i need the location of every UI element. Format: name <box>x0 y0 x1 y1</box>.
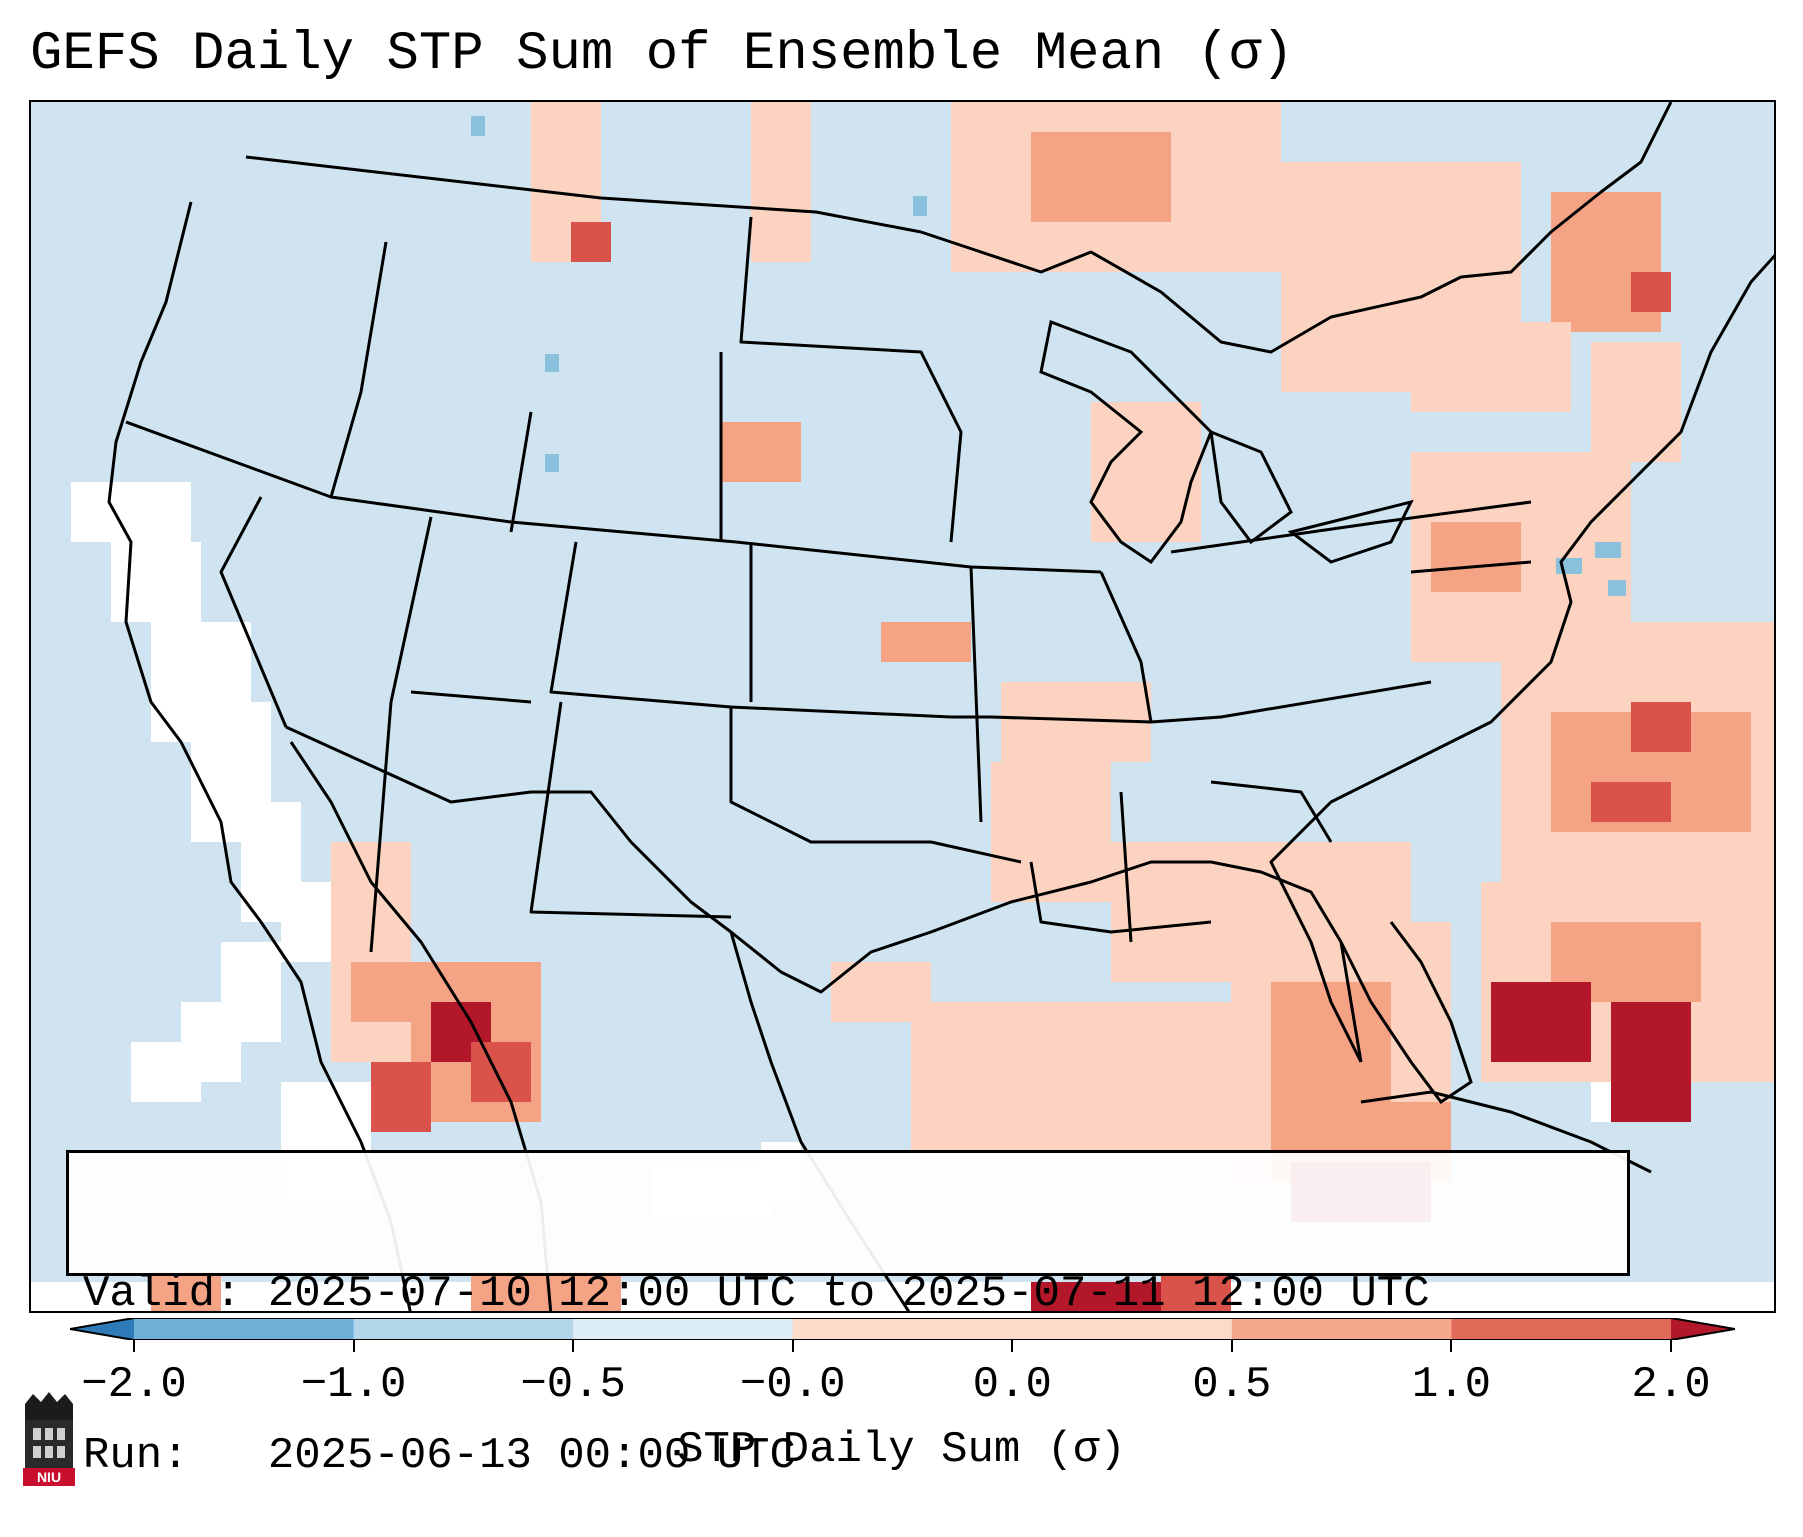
colorbar-tick-label: −2.0 <box>81 1360 187 1410</box>
colorbar <box>70 1318 1735 1340</box>
colorbar-segment <box>353 1318 574 1340</box>
colorbar-tick-mark <box>1011 1340 1014 1352</box>
colorbar-segment <box>792 1318 1013 1340</box>
colorbar-tick-mark <box>1450 1340 1453 1352</box>
colorbar-tick-label: −1.0 <box>300 1360 407 1410</box>
colorbar-label: STP Daily Sum (σ) <box>677 1425 1126 1475</box>
colorbar-tick-mark <box>572 1340 575 1352</box>
map-panel[interactable] <box>29 100 1776 1313</box>
colorbar-tick-mark <box>133 1340 135 1352</box>
florida-coast <box>1339 921 1473 1105</box>
valid-run-info-box: Valid: 2025-07-10 12:00 UTC to 2025-07-1… <box>66 1150 1630 1481</box>
near-zero-region <box>31 482 1774 1311</box>
colorbar-tick-label: 0.0 <box>972 1360 1052 1410</box>
colorbar-tick-mark <box>791 1340 794 1352</box>
svg-text:NIU: NIU <box>37 1469 61 1485</box>
colorbar-tick-label: −0.0 <box>739 1360 846 1410</box>
map-canvas <box>31 102 1774 1311</box>
run-time-line: Run: 2025-06-13 00:00 UTC <box>83 1431 796 1481</box>
great-lakes <box>1039 319 1414 565</box>
colorbar-extend-high <box>1671 1318 1735 1340</box>
boundary-lines <box>107 102 1774 1311</box>
colorbar-tick-mark <box>1670 1340 1672 1352</box>
chart-title: GEFS Daily STP Sum of Ensemble Mean (σ) <box>30 24 1294 85</box>
colorbar-tick-mark <box>1230 1340 1233 1352</box>
positive-anomaly-cells <box>151 102 1774 1311</box>
valid-time-line: Valid: 2025-07-10 12:00 UTC to 2025-07-1… <box>83 1269 1430 1319</box>
colorbar-tick-label: 1.0 <box>1411 1360 1492 1410</box>
colorbar-segment <box>1012 1318 1233 1340</box>
colorbar-tick-label: 2.0 <box>1631 1360 1711 1410</box>
colorbar-segment <box>1451 1318 1672 1340</box>
negative-anomaly-cells <box>471 116 1626 596</box>
colorbar-extend-low <box>70 1318 134 1340</box>
niu-logo: NIU <box>23 1392 75 1486</box>
colorbar-segment <box>134 1318 355 1340</box>
colorbar-tick-label: −0.5 <box>520 1360 626 1410</box>
colorbar-segment <box>573 1318 794 1340</box>
colorbar-tick-mark <box>352 1340 355 1352</box>
colorbar-tick-label: 0.5 <box>1192 1360 1272 1410</box>
colorbar-segment <box>1231 1318 1452 1340</box>
